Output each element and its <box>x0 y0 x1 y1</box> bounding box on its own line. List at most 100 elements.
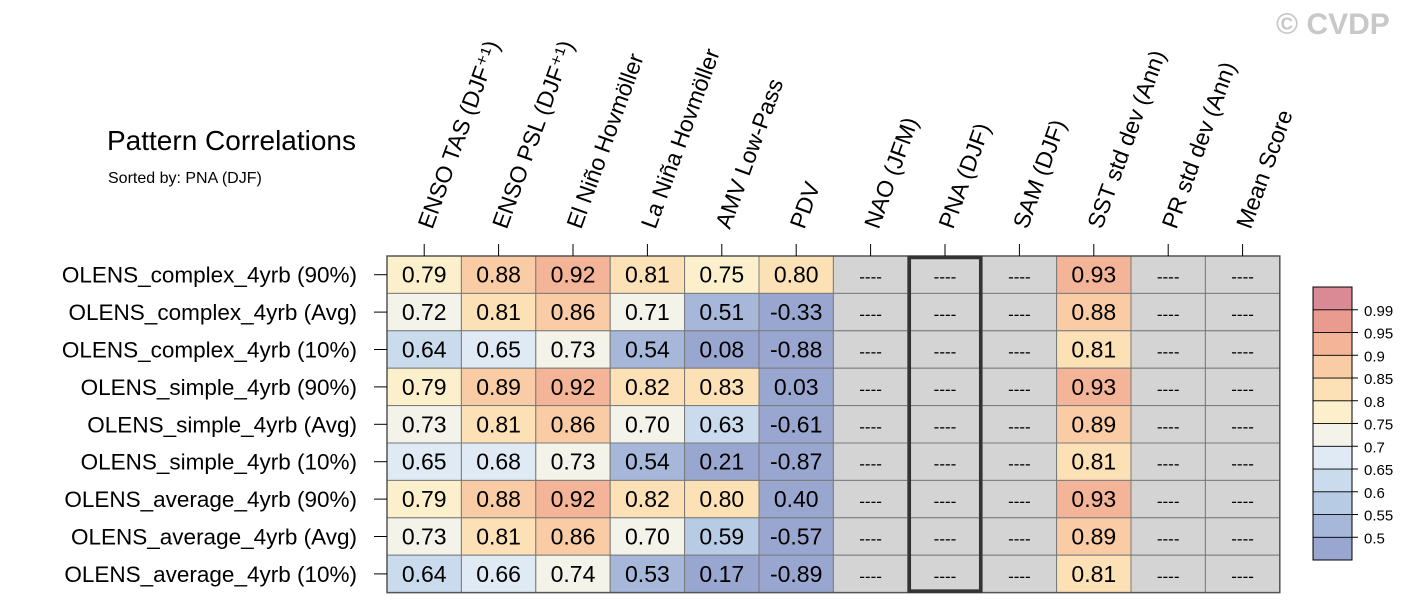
cell-value: 0.51 <box>699 299 744 325</box>
cell-missing-label: ---- <box>934 567 957 586</box>
cell-value: 0.86 <box>551 299 596 325</box>
heatmap-cell <box>609 442 686 481</box>
colorbar-label: 0.6 <box>1364 485 1385 502</box>
cell-missing-label: ---- <box>1008 305 1031 324</box>
column-label: PNA (DJF) <box>933 120 995 232</box>
column-label: PDV <box>784 178 825 232</box>
colorbar-label: 0.55 <box>1364 508 1393 525</box>
chart-title: Pattern Correlations <box>107 125 357 156</box>
heatmap-cell <box>535 554 611 594</box>
colorbar-swatch <box>1312 400 1353 424</box>
heatmap-cell <box>1130 292 1206 332</box>
cell-missing-label: ---- <box>934 343 957 362</box>
cell-value: -0.88 <box>770 337 822 363</box>
heatmap-cell <box>609 517 686 556</box>
column-label: AMV Low-Pass <box>710 75 788 232</box>
cell-missing-label: ---- <box>1157 380 1180 399</box>
colorbar-label: 0.9 <box>1364 348 1385 365</box>
heatmap-cell <box>981 517 1058 556</box>
colorbar-label: 0.99 <box>1364 303 1393 320</box>
colorbar-label: 0.95 <box>1364 326 1393 343</box>
cell-missing-label: ---- <box>1008 455 1031 474</box>
heatmap-cell <box>684 442 760 481</box>
cell-value: 0.82 <box>625 374 670 400</box>
cell-missing-label: ---- <box>1231 268 1254 287</box>
cell-value: 0.89 <box>476 374 521 400</box>
cell-missing-label: ---- <box>1231 343 1254 362</box>
cell-missing-label: ---- <box>1008 530 1031 549</box>
heatmap-cell <box>386 442 462 481</box>
cell-missing-label: ---- <box>1008 492 1031 511</box>
cell-missing-label: ---- <box>934 305 957 324</box>
cell-missing-label: ---- <box>1008 380 1031 399</box>
heatmap-cell <box>1204 255 1281 294</box>
cell-value: 0.81 <box>476 299 521 325</box>
cell-missing-label: ---- <box>1157 268 1180 287</box>
cell-value: 0.92 <box>551 374 596 400</box>
cell-value: 0.40 <box>774 486 819 512</box>
heatmap-cell <box>981 292 1058 332</box>
cell-value: 0.93 <box>1071 374 1116 400</box>
cell-value: 0.73 <box>551 337 596 363</box>
column-label: La Niña Hovmöller <box>636 45 725 232</box>
cell-value: 0.79 <box>402 262 447 288</box>
heatmap-cell <box>907 442 983 481</box>
heatmap-cell <box>832 292 909 332</box>
heatmap-cell <box>907 517 983 556</box>
heatmap-cell <box>684 367 760 407</box>
row-label: OLENS_average_4yrb (90%) <box>64 487 357 512</box>
heatmap-cell <box>758 367 834 407</box>
cell-value: 0.88 <box>476 486 521 512</box>
heatmap-cell <box>386 367 462 407</box>
cell-value: 0.86 <box>551 524 596 550</box>
cell-missing-label: ---- <box>859 530 882 549</box>
cell-value: 0.81 <box>476 411 521 437</box>
colorbar-swatch <box>1312 332 1353 356</box>
cell-missing-label: ---- <box>1157 455 1180 474</box>
cell-missing-label: ---- <box>859 567 882 586</box>
colorbar-swatch <box>1312 445 1353 470</box>
cell-value: 0.81 <box>1071 561 1116 587</box>
heatmap-cell <box>1056 442 1132 481</box>
heatmap-cell <box>386 330 462 369</box>
cell-value: 0.89 <box>1071 411 1116 437</box>
heatmap-cell <box>684 405 760 444</box>
heatmap-cell <box>758 442 834 481</box>
row-label: OLENS_average_4yrb (Avg) <box>71 525 357 550</box>
column-label: ENSO PSL (DJF⁺¹) <box>487 37 579 232</box>
cell-value: 0.53 <box>625 561 670 587</box>
heatmap-cell <box>609 554 686 594</box>
cell-missing-label: ---- <box>1008 343 1031 362</box>
heatmap-cell <box>1056 517 1132 556</box>
cell-missing-label: ---- <box>934 380 957 399</box>
heatmap-cell <box>1130 405 1206 444</box>
cell-value: 0.66 <box>476 561 521 587</box>
cell-missing-label: ---- <box>1157 492 1180 511</box>
cell-value: 0.17 <box>699 561 744 587</box>
heatmap-cell <box>684 554 760 594</box>
cell-missing-label: ---- <box>859 455 882 474</box>
cell-value: 0.93 <box>1071 486 1116 512</box>
cell-missing-label: ---- <box>1008 268 1031 287</box>
heatmap-cell <box>609 405 686 444</box>
cell-missing-label: ---- <box>1231 530 1254 549</box>
colorbar-label: 0.5 <box>1364 530 1385 547</box>
heatmap-cell <box>1204 405 1281 444</box>
row-label: OLENS_complex_4yrb (Avg) <box>69 300 357 325</box>
heatmap-cell <box>460 367 537 407</box>
cell-value: 0.93 <box>1071 262 1116 288</box>
cell-missing-label: ---- <box>859 380 882 399</box>
cell-value: 0.81 <box>1071 337 1116 363</box>
cell-value: 0.54 <box>625 337 670 363</box>
heatmap-cell <box>609 330 686 369</box>
cell-value: 0.81 <box>1071 449 1116 475</box>
cell-value: 0.92 <box>551 262 596 288</box>
cell-value: 0.65 <box>476 337 521 363</box>
column-label: NAO (JFM) <box>859 114 923 232</box>
heatmap-cell <box>535 330 611 369</box>
colorbar-swatch <box>1312 423 1353 447</box>
colorbar-label: 0.8 <box>1364 394 1385 411</box>
cell-value: 0.21 <box>699 449 744 475</box>
